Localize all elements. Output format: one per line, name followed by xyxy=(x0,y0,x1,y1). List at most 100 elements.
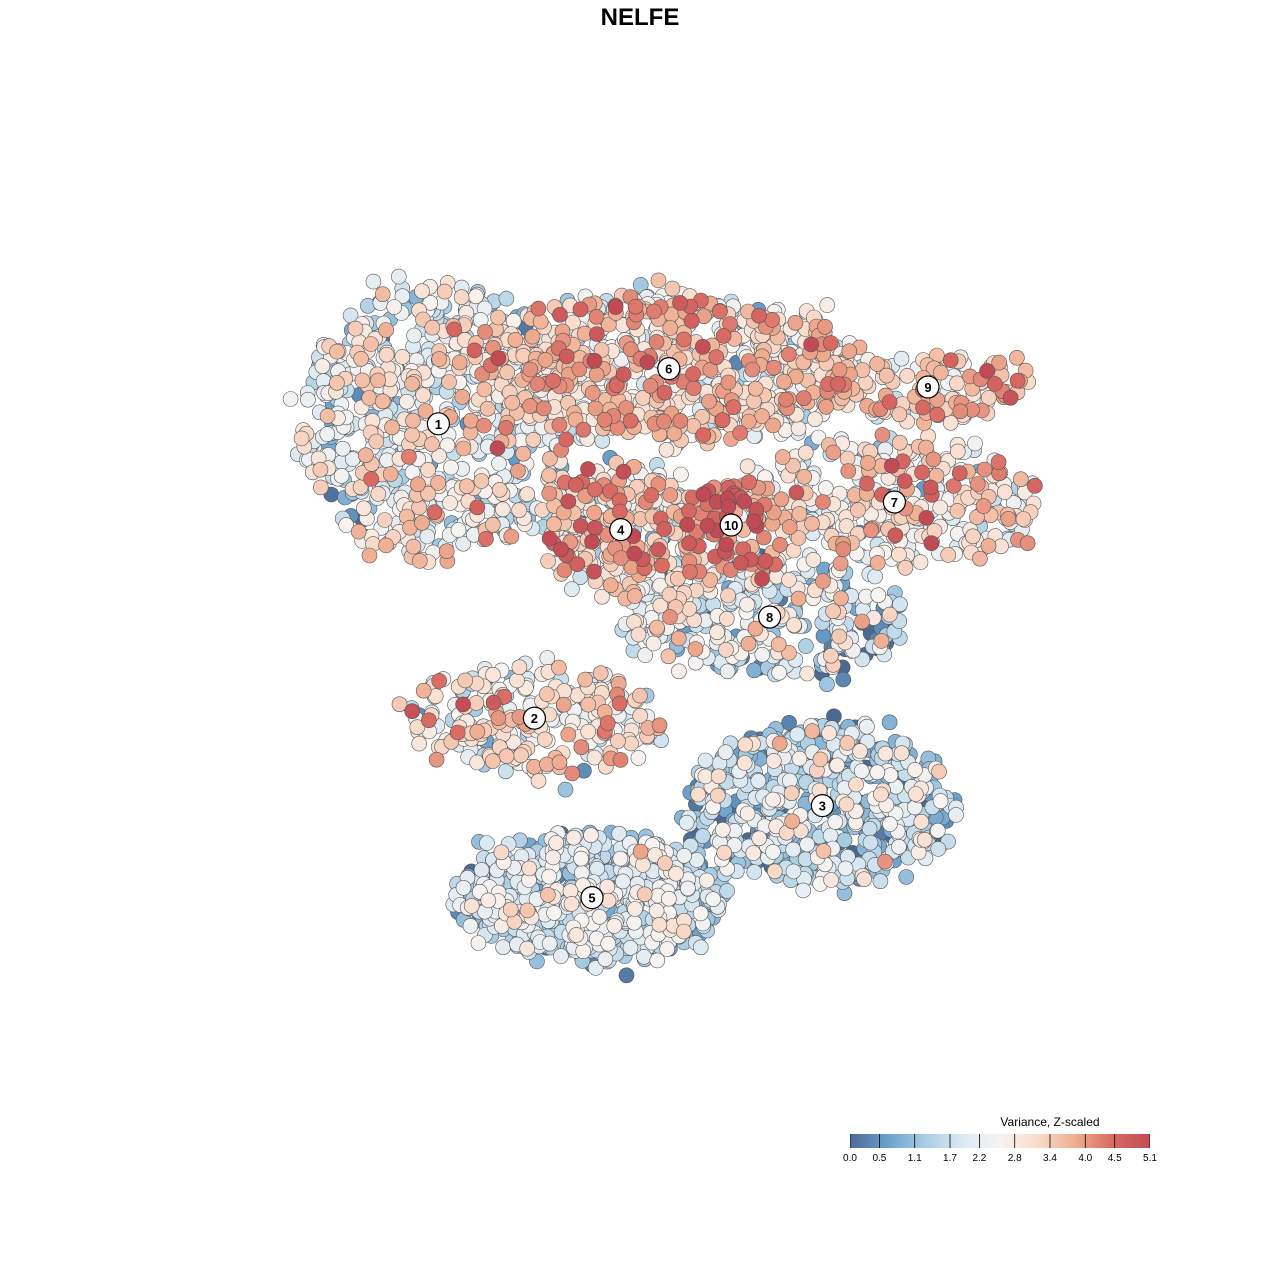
data-point xyxy=(583,827,599,844)
data-point xyxy=(378,322,394,338)
data-point xyxy=(630,626,647,643)
data-point xyxy=(484,753,501,769)
data-point xyxy=(881,606,898,623)
svg-text:2: 2 xyxy=(531,711,538,726)
data-point xyxy=(355,500,372,517)
data-point xyxy=(695,486,712,503)
data-point xyxy=(949,503,966,519)
data-point xyxy=(513,747,529,764)
data-point xyxy=(699,517,716,534)
data-point xyxy=(830,376,846,392)
data-point xyxy=(892,596,908,613)
data-point xyxy=(545,849,561,866)
data-point xyxy=(536,731,553,748)
data-point xyxy=(374,286,391,303)
data-point xyxy=(732,425,749,441)
data-point xyxy=(430,475,446,491)
data-point xyxy=(799,665,816,682)
data-point xyxy=(639,354,656,371)
data-point xyxy=(524,328,541,345)
data-point xyxy=(840,463,857,479)
data-point xyxy=(831,628,848,645)
cluster-label-3: 3 xyxy=(810,793,835,818)
data-point xyxy=(541,868,557,885)
data-point xyxy=(545,372,561,389)
data-point xyxy=(827,814,844,830)
data-point xyxy=(967,435,983,452)
data-point xyxy=(1027,477,1043,494)
data-point xyxy=(424,436,440,453)
data-point xyxy=(1009,372,1026,389)
data-point xyxy=(636,948,652,965)
legend-tick-label: 2.2 xyxy=(972,1153,987,1164)
data-point xyxy=(645,635,662,652)
data-point xyxy=(848,776,864,793)
data-point xyxy=(751,307,767,324)
data-point xyxy=(720,498,737,515)
data-point xyxy=(819,297,836,313)
data-point xyxy=(589,860,606,877)
data-point xyxy=(781,519,798,535)
data-point xyxy=(898,869,915,885)
data-point xyxy=(716,844,733,861)
data-point xyxy=(338,517,355,533)
data-point xyxy=(457,672,474,689)
data-point xyxy=(509,672,525,689)
data-point xyxy=(805,552,822,568)
legend-tick-label: 2.8 xyxy=(1007,1153,1022,1164)
chart-title: NELFE xyxy=(600,4,680,31)
data-point xyxy=(378,346,395,363)
data-point xyxy=(361,390,378,406)
data-point xyxy=(795,882,812,899)
data-point xyxy=(807,411,823,428)
data-point xyxy=(850,502,866,518)
data-point xyxy=(494,501,511,518)
data-point xyxy=(431,351,448,367)
data-point xyxy=(972,550,988,567)
data-point xyxy=(837,860,854,877)
data-point xyxy=(575,943,592,959)
data-point xyxy=(312,479,329,496)
data-point xyxy=(916,831,933,848)
data-point xyxy=(282,391,299,407)
data-point xyxy=(695,427,712,443)
data-point xyxy=(473,862,490,878)
data-point xyxy=(420,462,436,478)
legend-title: Variance, Z-scaled xyxy=(1000,1115,1100,1129)
data-point xyxy=(370,486,387,502)
data-point xyxy=(586,352,603,369)
data-point xyxy=(462,918,479,934)
data-point xyxy=(679,880,696,897)
data-point xyxy=(479,400,496,417)
data-point xyxy=(932,364,949,381)
data-point xyxy=(519,486,536,503)
data-point xyxy=(659,941,676,957)
data-point xyxy=(319,408,336,424)
data-point xyxy=(915,399,931,416)
data-point xyxy=(893,350,910,367)
data-point xyxy=(841,343,858,360)
data-point xyxy=(503,528,520,545)
data-point xyxy=(635,857,651,873)
data-point xyxy=(577,671,594,688)
data-point xyxy=(980,538,997,554)
svg-text:6: 6 xyxy=(665,362,672,377)
data-point xyxy=(458,478,475,495)
data-point xyxy=(592,665,609,682)
data-point xyxy=(839,735,856,751)
data-point xyxy=(714,821,731,838)
cluster-label-8: 8 xyxy=(757,605,782,629)
data-point xyxy=(580,461,596,477)
data-point xyxy=(436,283,453,300)
data-point xyxy=(975,498,992,514)
data-point xyxy=(833,590,849,607)
data-point xyxy=(453,289,470,306)
data-point xyxy=(786,617,802,633)
cluster-label-7: 7 xyxy=(882,490,907,514)
data-point xyxy=(442,495,458,511)
data-point xyxy=(623,735,639,752)
data-point xyxy=(646,303,662,320)
data-point xyxy=(705,891,722,908)
data-point xyxy=(537,352,554,368)
